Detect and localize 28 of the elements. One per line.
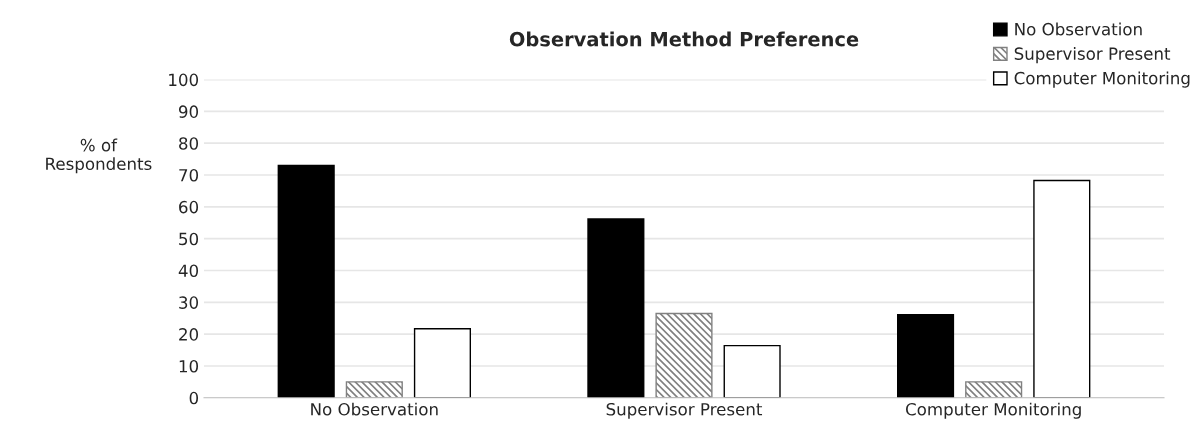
- bar: [413, 328, 472, 398]
- bar: [277, 164, 335, 398]
- y-axis-title: % of Respondents: [46, 138, 152, 174]
- legend-label: Supervisor Present: [1014, 47, 1171, 64]
- x-tick-label: Supervisor Present: [606, 402, 763, 419]
- bar: [965, 381, 1023, 398]
- bar: [587, 218, 645, 398]
- y-tick-label: 50: [179, 232, 199, 246]
- y-tick-label: 60: [179, 200, 199, 214]
- y-tick-label: 80: [179, 137, 199, 150]
- x-tick-label: No Observation: [311, 402, 438, 416]
- x-tick-label: Computer Monitoring: [905, 402, 1081, 419]
- y-tick-label: 70: [179, 168, 199, 182]
- bar: [655, 312, 713, 398]
- y-tick-label: 30: [179, 296, 199, 309]
- y-tick-label: 20: [179, 328, 199, 341]
- y-tick-label: 10: [179, 359, 199, 373]
- legend-label: Computer Monitoring: [1014, 71, 1190, 88]
- y-tick-label: 90: [178, 105, 199, 118]
- bar: [345, 381, 403, 398]
- y-tick-label: 100: [169, 73, 199, 87]
- y-tick-label: 40: [178, 264, 199, 278]
- bar: [1033, 179, 1091, 398]
- bar: [723, 344, 781, 398]
- legend-label: No Observation: [1015, 22, 1142, 36]
- y-tick-label: 0: [189, 391, 199, 405]
- bar: [896, 314, 955, 398]
- chart-title: Observation Method Preference: [509, 31, 859, 47]
